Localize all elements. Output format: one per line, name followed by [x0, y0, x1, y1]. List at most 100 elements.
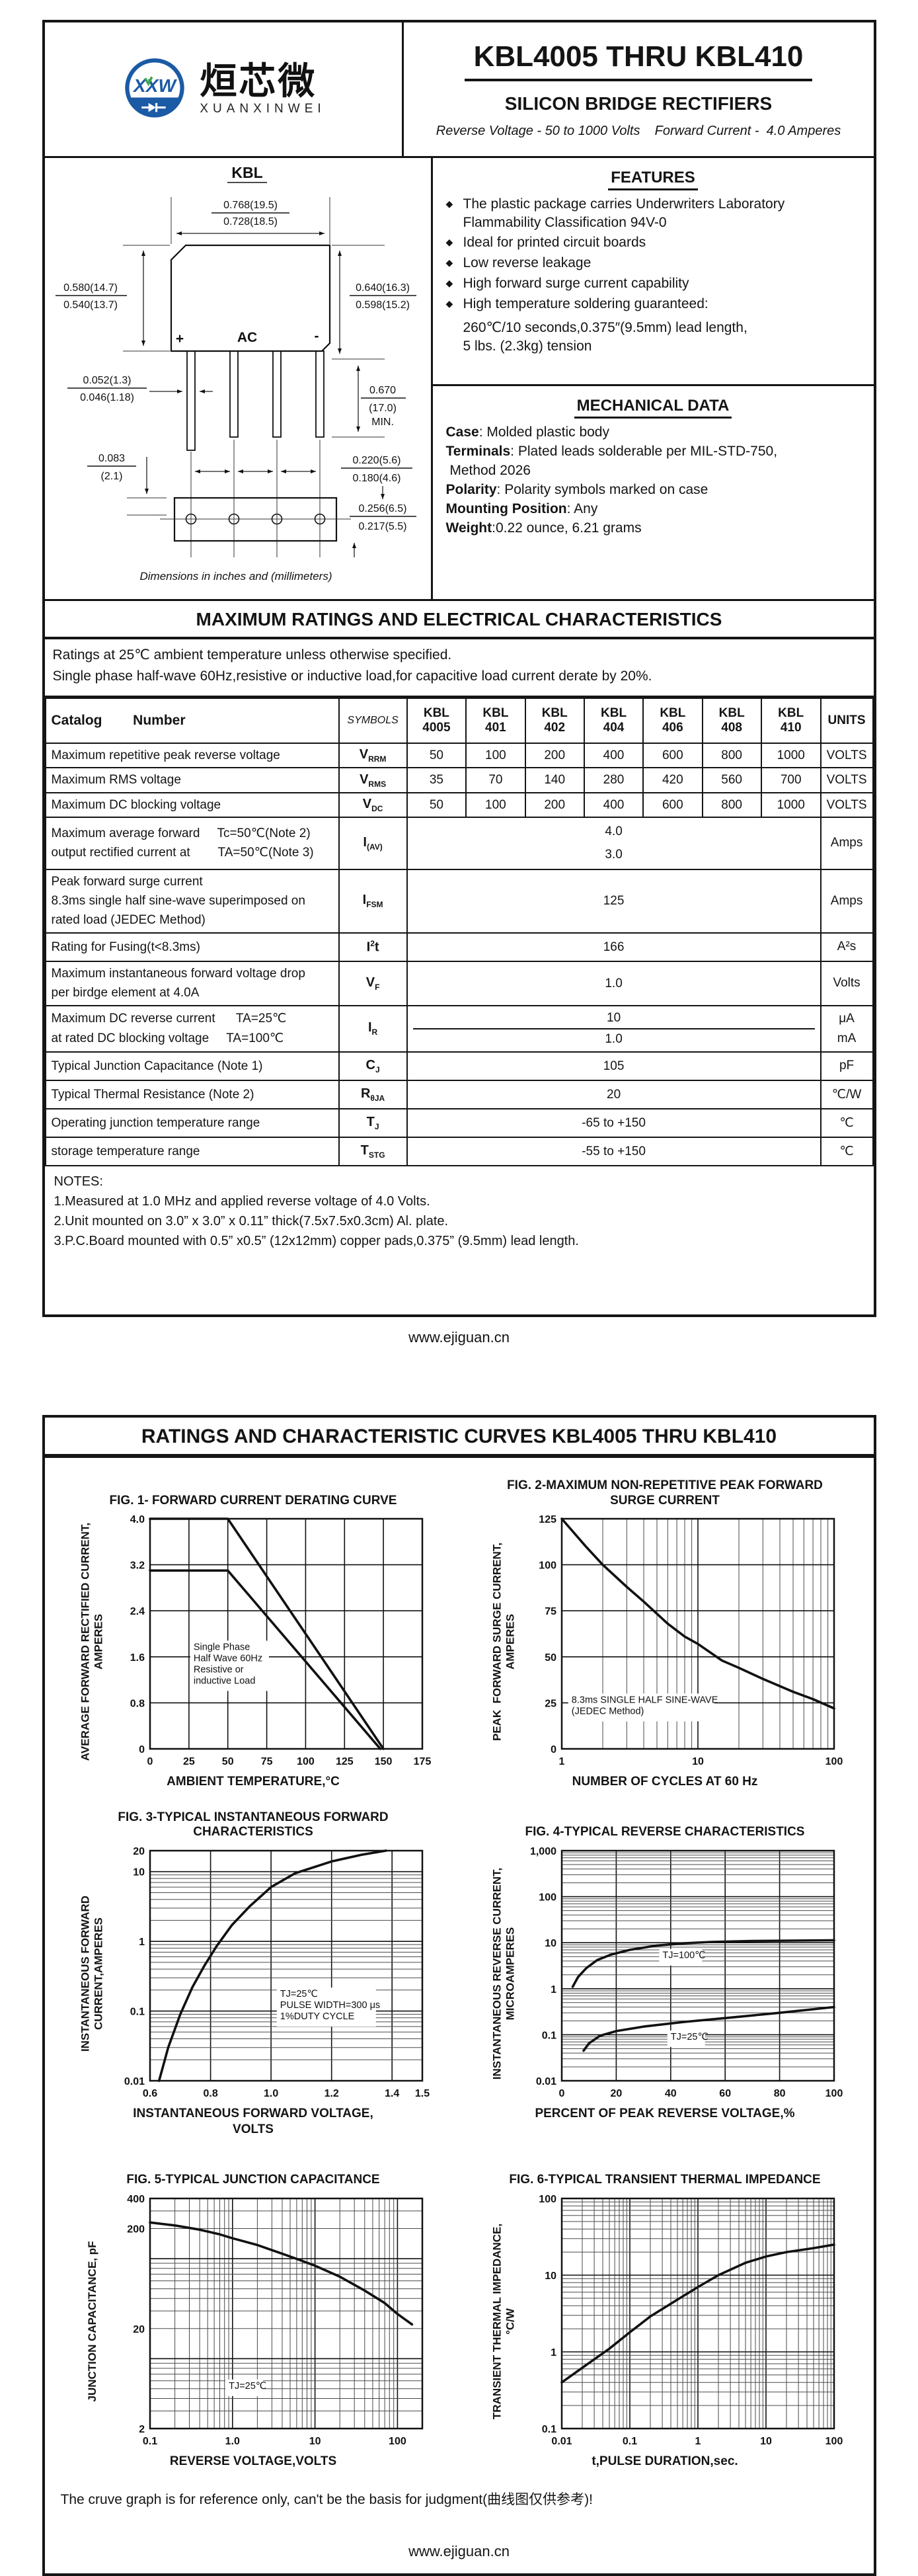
dim-lead-thickness-min: 0.046(1.18): [80, 392, 134, 403]
col-part-4005: KBL 4005: [406, 698, 467, 744]
notes-heading: NOTES:: [54, 1174, 103, 1189]
figure-fig4: FIG. 4-TYPICAL REVERSE CHARACTERISTICS IN…: [459, 1810, 871, 2138]
row-symbol: VRMS: [338, 767, 408, 793]
table-header-row: Catalog Number SYMBOLS KBL 4005 KBL 401 KBL 402…: [44, 698, 874, 744]
page-subtitle: SILICON BRIDGE RECTIFIERS: [504, 93, 773, 114]
svg-text:0.1: 0.1: [623, 2436, 637, 2447]
disclaimer-text: The cruve graph is for reference only, c…: [60, 2492, 593, 2508]
chart-canvas-fig5: 0.1 1.0 10 100 2 20 200 400 TJ=25℃: [127, 2194, 424, 2447]
diamond-bullet-icon: ◆: [445, 237, 453, 248]
table-row: Maximum instantaneous forward voltage dr…: [44, 961, 874, 1006]
row-value: 100: [465, 742, 526, 769]
mounting-holes: [185, 513, 325, 525]
ratings-table: Catalog Number SYMBOLS KBL 4005 KBL 401 KBL 402…: [44, 698, 874, 1167]
row-symbol: I2t: [338, 932, 408, 963]
y-axis-label: PEAK FORWARD SURGE CURRENT, AMPERES: [490, 1543, 517, 1742]
svg-text:10: 10: [760, 2436, 772, 2447]
mechanical-item: Polarity: Polarity symbols marked on cas…: [445, 481, 708, 497]
col-symbols: SYMBOLS: [338, 698, 408, 744]
svg-text:400: 400: [127, 2194, 145, 2205]
row-units: Volts: [820, 961, 874, 1006]
svg-text:100: 100: [297, 1756, 315, 1767]
mechanical-heading: MECHANICAL DATA: [574, 397, 732, 419]
svg-text:200: 200: [127, 2224, 145, 2235]
logo-accent: [144, 76, 153, 87]
dim-right-height-max: 0.640(16.3): [356, 282, 410, 294]
figure-fig6: FIG. 6-TYPICAL TRANSIENT THERMAL IMPEDAN…: [459, 2157, 871, 2470]
row-value: 70: [465, 767, 526, 793]
table-row: Operating junction temperature range TJ -6…: [44, 1108, 874, 1139]
figure-fig5: FIG. 5-TYPICAL JUNCTION CAPACITANCE JUNCT…: [48, 2157, 459, 2470]
row-value: 700: [760, 767, 822, 793]
svg-text:100: 100: [389, 2436, 406, 2447]
svg-text:75: 75: [261, 1756, 273, 1767]
table-row: storage temperature range TSTG -55 to +150…: [44, 1137, 874, 1167]
row-units: ℃: [820, 1108, 874, 1139]
row-symbol: RθJA: [338, 1080, 408, 1110]
row-value: 200: [524, 791, 585, 819]
chart-canvas-fig1: 0 25 50 75 100 125 150 175 0 0.8 1.6 2.4 3.2 4.0 Singl…: [130, 1514, 432, 1767]
mechanical-list: Case: Molded plastic body Terminals: Plat…: [446, 423, 861, 538]
row-value: -55 to +150: [406, 1137, 822, 1167]
datasheet-page-2: RATINGS AND CHARACTERISTIC CURVES KBL400…: [42, 1415, 876, 2576]
svg-text:80: 80: [774, 2088, 786, 2099]
svg-text:0: 0: [551, 1744, 556, 1755]
svg-text:0: 0: [139, 1744, 145, 1755]
svg-text:0.6: 0.6: [143, 2088, 157, 2099]
svg-text:Single Phase: Single Phase: [194, 1642, 250, 1653]
row-value: 166: [406, 932, 822, 963]
series-Tc=50C rated 4.0A: [149, 1517, 385, 1751]
svg-text:TJ=25℃: TJ=25℃: [229, 2381, 266, 2392]
y-axis-label: TRANSIENT THERMAL IMPEDANCE, °C/W: [490, 2223, 517, 2419]
svg-text:0.01: 0.01: [536, 2076, 556, 2087]
row-value: 50: [406, 791, 467, 819]
row-value: 800: [701, 742, 762, 769]
y-axis-label: AVERAGE FORWARD RECTIFIED CURRENT, AMPER…: [79, 1523, 105, 1761]
row-value: 600: [642, 742, 703, 769]
svg-text:1.6: 1.6: [130, 1652, 145, 1664]
diamond-bullet-icon: ◆: [445, 277, 453, 288]
dim-lead-thickness-max: 0.052(1.3): [83, 375, 131, 386]
x-axis-label: NUMBER OF CYCLES AT 60 Hz: [572, 1775, 758, 1789]
col-part-404: KBL 404: [583, 698, 644, 744]
figure-title: FIG. 3-TYPICAL INSTANTANEOUS FORWARD CHA…: [118, 1810, 389, 1839]
svg-text:4.0: 4.0: [130, 1514, 145, 1525]
row-value: 125: [406, 868, 822, 934]
feature-text: Low reverse leakage: [463, 255, 592, 271]
x-axis-label: t,PULSE DURATION,sec.: [592, 2454, 738, 2468]
row-value: 1.0: [406, 961, 822, 1006]
row-units: A²s: [820, 932, 874, 963]
feature-item: ◆ Ideal for printed circuit boards: [446, 233, 861, 252]
svg-text:(JEDEC Method): (JEDEC Method): [572, 1707, 644, 1717]
svg-text:10: 10: [692, 1756, 704, 1767]
svg-text:0.1: 0.1: [143, 2436, 157, 2447]
row-units: pF: [820, 1051, 874, 1082]
row-value: 140: [524, 767, 585, 793]
svg-text:8.3ms SINGLE HALF SINE-WAVE: 8.3ms SINGLE HALF SINE-WAVE: [572, 1695, 718, 1706]
dim-lead-length-mm: (17.0): [369, 403, 397, 414]
row-value: 400: [583, 791, 644, 819]
y-axis-label: INSTANTANEOUS REVERSE CURRENT, MICROAMPE…: [490, 1867, 517, 2080]
table-row: Maximum repetitive peak reverse voltage V…: [44, 742, 874, 769]
svg-text:PULSE WIDTH=300 μs: PULSE WIDTH=300 μs: [280, 2000, 380, 2011]
series-TA=50C rated 3.0A: [149, 1569, 382, 1751]
row-label: Typical Thermal Resistance (Note 2): [44, 1080, 340, 1110]
row-units: ℃/W: [820, 1080, 874, 1110]
ratings-intro: Ratings at 25℃ ambient temperature unles…: [44, 639, 874, 698]
svg-text:0.01: 0.01: [124, 2076, 145, 2087]
svg-text:100: 100: [539, 1560, 556, 1572]
row-label: Maximum repetitive peak reverse voltage: [44, 742, 340, 769]
row-value: 1000: [760, 742, 822, 769]
svg-text:1: 1: [551, 2347, 556, 2358]
row-value: 20: [406, 1080, 822, 1110]
row-symbol: TSTG: [338, 1137, 408, 1167]
row-symbol: VDC: [338, 791, 408, 819]
svg-text:0.01: 0.01: [551, 2436, 572, 2447]
svg-text:25: 25: [545, 1699, 556, 1710]
series-TJ=25℃: [582, 2005, 835, 2052]
x-axis-label: REVERSE VOLTAGE,VOLTS: [169, 2454, 337, 2468]
svg-text:TJ=25℃: TJ=25℃: [671, 2032, 708, 2042]
svg-text:1.5: 1.5: [415, 2088, 430, 2099]
row-value: 420: [642, 767, 703, 793]
